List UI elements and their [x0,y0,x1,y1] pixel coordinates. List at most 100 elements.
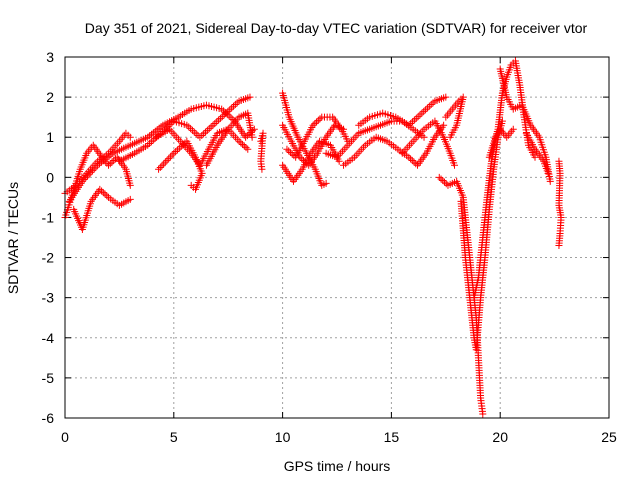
data-point [87,168,95,176]
data-point [288,150,296,158]
data-point [161,158,169,166]
series-track-G [152,125,252,169]
data-point [555,242,563,250]
data-point [165,155,173,163]
data-point [187,181,195,189]
data-point [313,118,321,126]
data-point [85,170,93,178]
series-track-I [257,129,267,173]
data-point [335,157,343,165]
series-track-H [202,109,256,169]
data-point [82,174,90,182]
y-tick-label: -2 [42,250,55,266]
series-track-Y [555,157,565,250]
data-point [405,153,413,161]
y-tick-label: 0 [46,169,54,185]
series-track-D [65,101,258,205]
data-point [258,165,266,173]
data-point [442,93,450,101]
data-point [498,117,506,125]
data-point [240,142,248,150]
x-tick-label: 10 [275,429,291,445]
data-point [166,153,174,161]
data-point [156,164,164,172]
x-tick-label: 0 [61,429,69,445]
data-point [98,187,106,195]
data-point [314,116,322,124]
data-point [442,180,450,188]
x-tick-label: 20 [492,429,508,445]
data-point [451,161,459,169]
data-point [92,163,100,171]
data-point [439,177,447,185]
data-point [440,121,448,129]
y-tick-label: -4 [42,330,55,346]
y-axis-label: SDTVAR / TECUs [5,182,21,294]
data-point [235,137,243,145]
series-track-P [355,93,450,129]
data-point [242,133,250,141]
data-point [509,125,517,133]
data-point [440,178,448,186]
data-point [408,156,416,164]
data-point [237,139,245,147]
data-point [126,195,134,203]
grid [65,57,609,418]
data-point [316,115,324,123]
data-point [248,133,256,141]
tick-labels: 0 5 10 15 20 25 -6 -5 -4 -3 -2 -1 0 1 2 3 [42,49,617,445]
y-tick-label: -5 [42,370,55,386]
data-point [78,177,86,185]
series-track-Q [398,117,459,169]
data-point [126,181,134,189]
data-point [243,132,251,140]
data-point [158,162,166,170]
series-track-W [522,129,552,177]
data-point [83,172,91,180]
data-point [420,133,428,141]
data-point [80,176,88,184]
data-point [108,158,116,166]
data-point [103,192,111,200]
data-point [168,151,176,159]
data-point [437,175,445,183]
series-track-X [442,93,467,141]
data-point [89,167,97,175]
series-track-C [70,185,134,233]
x-axis-label: GPS time / hours [284,458,391,474]
data-point [446,133,454,141]
series-track-U [485,57,539,161]
data-point [290,152,298,160]
y-tick-label: 1 [46,129,54,145]
series-track-V [496,65,554,185]
data-point [126,133,134,141]
data-point [410,158,418,166]
data-point [479,410,487,418]
y-tick-label: -3 [42,290,55,306]
y-tick-label: 2 [46,89,54,105]
data-point [322,179,330,187]
data-point [101,190,109,198]
data-point [99,189,107,197]
data-point [155,165,163,173]
x-tick-label: 15 [384,429,400,445]
series-track-E [115,93,254,165]
y-tick-label: -6 [42,410,55,426]
series-track-F [155,137,206,193]
chart-title: Day 351 of 2021, Sidereal Day-to-day VTE… [85,20,588,36]
data-point [285,147,293,155]
data-point [163,156,171,164]
data-point [96,185,104,193]
plot-frame [64,56,610,419]
data-point [286,148,294,156]
y-tick-label: -1 [42,209,55,225]
data-point [242,144,250,152]
series-track-L [279,137,343,185]
data-point [160,160,168,168]
x-tick-label: 5 [170,429,178,445]
data-point [110,156,118,164]
data-point [309,121,317,129]
data-point [106,160,114,168]
